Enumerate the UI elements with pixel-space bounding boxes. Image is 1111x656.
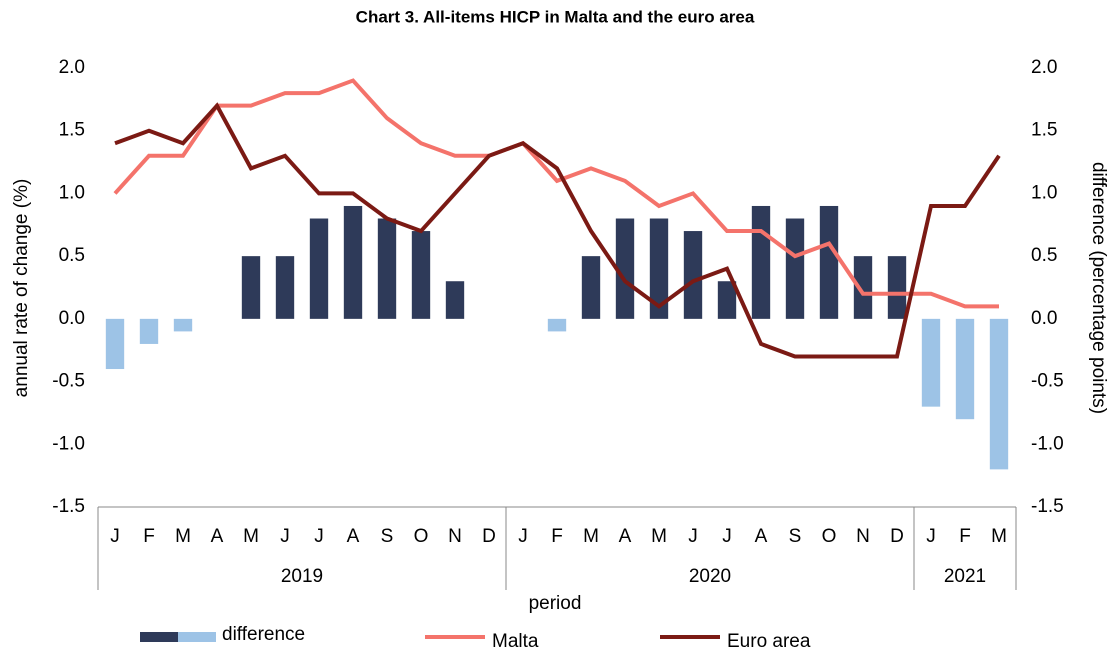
y-tick-label: -1.5 [52, 496, 85, 517]
x-group-label: 2021 [944, 566, 986, 587]
x-tick-label: S [789, 526, 802, 547]
bar [411, 231, 431, 319]
x-tick-label: N [856, 526, 870, 547]
y2-tick-label: -0.5 [1031, 371, 1064, 392]
y-tick-label: 1.0 [59, 182, 85, 203]
y2-tick-label: 0.0 [1031, 308, 1057, 329]
y2-axis-label: difference (percentage points) [1088, 162, 1109, 414]
bar [853, 256, 873, 319]
x-tick-label: M [651, 526, 667, 547]
x-tick-label: F [143, 526, 155, 547]
legend-label: Malta [492, 631, 539, 652]
y2-tick-label: -1.5 [1031, 496, 1064, 517]
chart-title: Chart 3. All-items HICP in Malta and the… [356, 7, 755, 26]
y2-tick-label: 0.5 [1031, 245, 1057, 266]
bar [989, 318, 1009, 470]
y-tick-label: -0.5 [52, 371, 85, 392]
y2-tick-label: 2.0 [1031, 57, 1057, 78]
x-tick-label: J [518, 526, 528, 547]
x-tick-label: F [959, 526, 971, 547]
line [114, 102, 1001, 359]
x-tick-label: O [822, 526, 837, 547]
x-tick-label: M [175, 526, 191, 547]
bar [921, 318, 941, 407]
x-tick-label: J [110, 526, 120, 547]
x-tick-label: A [347, 526, 360, 547]
y2-tick-label: 1.0 [1031, 182, 1057, 203]
y-tick-label: 2.0 [59, 57, 85, 78]
x-tick-label: N [448, 526, 462, 547]
x-tick-label: A [619, 526, 632, 547]
y-axis-label: annual rate of change (%) [11, 179, 32, 398]
x-tick-label: A [755, 526, 768, 547]
bar [717, 281, 737, 319]
line [113, 78, 999, 309]
x-tick-label: J [314, 526, 324, 547]
y-tick-label: 0.0 [59, 308, 85, 329]
x-group-label: 2020 [689, 566, 731, 587]
bar [615, 218, 635, 319]
bar [241, 256, 261, 319]
bar [445, 281, 465, 319]
bar [105, 318, 125, 370]
bar [547, 318, 567, 332]
x-tick-label: M [583, 526, 599, 547]
x-axis-label: period [529, 593, 582, 614]
y2-tick-label: 1.5 [1031, 120, 1057, 141]
bar [683, 231, 703, 319]
y2-tick-label: -1.0 [1031, 433, 1064, 454]
x-group-label: 2019 [281, 566, 323, 587]
y-tick-label: 1.5 [59, 120, 85, 141]
bar [581, 256, 601, 319]
y-tick-label: 0.5 [59, 245, 85, 266]
bar [819, 205, 839, 319]
x-tick-label: J [280, 526, 290, 547]
bar [309, 218, 329, 319]
bar [139, 318, 159, 344]
bar [649, 218, 669, 319]
x-tick-label: M [243, 526, 259, 547]
legend-swatch [178, 632, 216, 642]
y-tick-label: -1.0 [52, 433, 85, 454]
x-tick-label: F [551, 526, 563, 547]
bar [785, 218, 805, 319]
legend-label: Euro area [727, 631, 811, 652]
bar [173, 318, 193, 332]
bar [343, 205, 363, 319]
bar [887, 256, 907, 319]
bar [377, 218, 397, 319]
x-tick-label: J [722, 526, 732, 547]
legend-swatch [140, 632, 178, 642]
x-tick-label: J [926, 526, 936, 547]
x-tick-label: D [890, 526, 904, 547]
bar [955, 318, 975, 420]
x-tick-label: O [414, 526, 429, 547]
bar [275, 256, 295, 319]
x-tick-label: M [991, 526, 1007, 547]
x-tick-label: A [211, 526, 224, 547]
legend-label: difference [222, 624, 305, 645]
x-tick-label: J [688, 526, 698, 547]
bar [751, 205, 771, 319]
x-tick-label: S [381, 526, 394, 547]
x-tick-label: D [482, 526, 496, 547]
